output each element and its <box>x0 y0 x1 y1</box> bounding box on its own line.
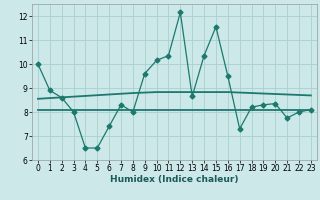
X-axis label: Humidex (Indice chaleur): Humidex (Indice chaleur) <box>110 175 239 184</box>
